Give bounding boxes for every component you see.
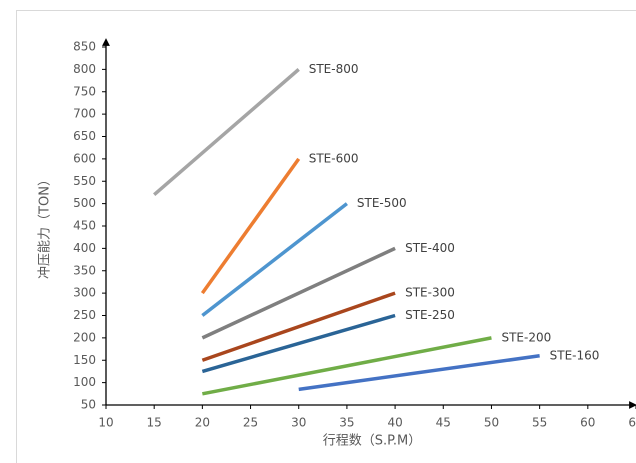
y-tick-label: 800	[73, 62, 96, 76]
series-line	[201, 291, 396, 362]
series-line	[201, 202, 348, 317]
y-tick-label: 850	[73, 40, 96, 54]
y-tick-label: 600	[73, 151, 96, 165]
series-label: STE-400	[405, 241, 455, 255]
x-tick-label: 35	[339, 416, 354, 430]
series-line	[298, 354, 540, 392]
x-tick-label: 45	[436, 416, 451, 430]
x-tick-label: 60	[580, 416, 595, 430]
y-tick-label: 750	[73, 84, 96, 98]
x-tick-label: 15	[147, 416, 162, 430]
y-tick-label: 450	[73, 219, 96, 233]
y-tick-label: 250	[73, 308, 96, 322]
y-tick-label: 150	[73, 353, 96, 367]
series-label: STE-160	[550, 348, 600, 362]
y-axis-title: 冲压能力（TON）	[38, 173, 53, 279]
x-tick-label: 25	[243, 416, 258, 430]
series-line	[201, 246, 396, 340]
y-tick-label: 550	[73, 174, 96, 188]
series-line	[201, 313, 396, 374]
series-label: STE-500	[357, 196, 407, 210]
y-tick-label: 200	[73, 330, 96, 344]
series-line	[153, 68, 300, 196]
x-tick-label: 65	[628, 416, 636, 430]
y-tick-label: 650	[73, 129, 96, 143]
y-tick-label: 300	[73, 286, 96, 300]
x-tick-label: 55	[532, 416, 547, 430]
x-tick-label: 30	[291, 416, 306, 430]
x-tick-label: 50	[484, 416, 499, 430]
x-tick-label: 40	[387, 416, 402, 430]
series-label: STE-250	[405, 308, 455, 322]
series-line	[200, 157, 301, 295]
y-tick-label: 100	[73, 375, 96, 389]
x-axis-title: 行程数（S.P.M）	[323, 434, 422, 449]
series-label: STE-600	[309, 151, 359, 165]
y-tick-label: 50	[81, 398, 96, 412]
y-tick-label: 500	[73, 196, 96, 210]
x-tick-label: 20	[195, 416, 210, 430]
series-label: STE-800	[309, 62, 359, 76]
series-label: STE-200	[501, 330, 551, 344]
x-tick-label: 10	[98, 416, 113, 430]
series-line	[202, 336, 492, 396]
chart-frame	[16, 10, 636, 463]
y-tick-label: 350	[73, 263, 96, 277]
series-label: STE-300	[405, 286, 455, 300]
y-tick-label: 700	[73, 107, 96, 121]
y-tick-label: 400	[73, 241, 96, 255]
